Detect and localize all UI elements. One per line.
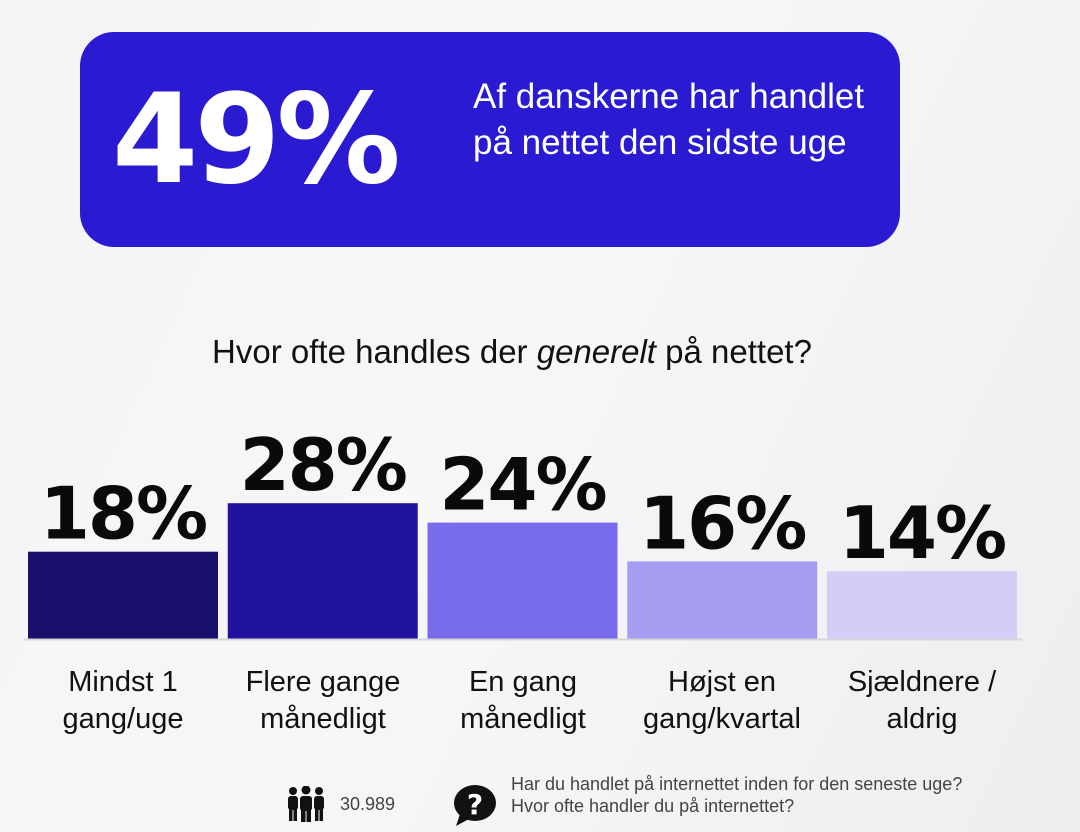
bar-1 <box>28 551 218 639</box>
svg-text:?: ? <box>467 788 483 821</box>
bar-value-label: 16% <box>639 481 805 565</box>
bar-chart: 18% 28% 24% 16% 14% <box>24 423 1022 641</box>
headline-description: Af danskerne har handlet på nettet den s… <box>473 77 865 162</box>
bar-3 <box>427 522 618 639</box>
people-icon <box>288 786 324 822</box>
category-label: Sjældnere / aldrig <box>847 666 997 735</box>
category-label: Flere gange månedligt <box>245 666 401 735</box>
bar-value-label: 18% <box>40 472 206 556</box>
bar-value-label: 28% <box>240 423 406 507</box>
chart-title-emphasis: generelt <box>536 333 656 370</box>
question-icon: ? <box>454 785 496 826</box>
headline-percentage: 49% <box>112 68 401 212</box>
bar-4 <box>627 561 818 639</box>
survey-question-1: Har du handlet på internettet inden for … <box>511 774 963 794</box>
respondent-count: 30.989 <box>340 794 396 814</box>
bar-2 <box>227 503 418 639</box>
chart-title-part-3: på nettet? <box>655 333 812 370</box>
chart-title-part-1: Hvor ofte handles der <box>212 333 537 370</box>
bar-value-label: 14% <box>839 491 1005 575</box>
survey-question-2: Hvor ofte handler du på internettet? <box>511 796 795 816</box>
bar-value-label: 24% <box>439 443 605 527</box>
chart-title: Hvor ofte handles der generelt på nettet… <box>0 330 1024 374</box>
bar-5 <box>827 571 1017 639</box>
headline-banner: 49% Af danskerne har handlet på nettet d… <box>80 32 900 247</box>
category-label: Mindst 1 gang/uge <box>62 666 184 735</box>
category-label: Højst en gang/kvartal <box>643 666 801 735</box>
survey-questions: Har du handlet på internettet inden for … <box>511 773 962 817</box>
category-label: En gang månedligt <box>460 666 586 735</box>
